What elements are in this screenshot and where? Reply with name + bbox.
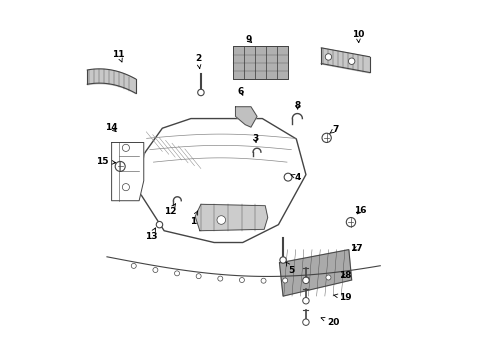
Polygon shape <box>136 118 305 243</box>
Text: 16: 16 <box>354 206 366 215</box>
Circle shape <box>304 277 309 282</box>
Text: 18: 18 <box>338 271 351 280</box>
Polygon shape <box>111 143 143 201</box>
Text: 4: 4 <box>290 173 300 182</box>
Bar <box>233 46 288 79</box>
Text: 2: 2 <box>195 54 201 69</box>
Text: 6: 6 <box>237 87 244 96</box>
Circle shape <box>131 264 136 269</box>
Text: 20: 20 <box>321 318 339 327</box>
Bar <box>244 46 255 79</box>
Circle shape <box>217 216 225 224</box>
Circle shape <box>239 278 244 283</box>
Polygon shape <box>279 249 351 296</box>
Circle shape <box>174 271 179 276</box>
Text: 9: 9 <box>245 36 251 45</box>
Circle shape <box>217 276 223 281</box>
Circle shape <box>346 217 355 227</box>
Circle shape <box>196 274 201 279</box>
Circle shape <box>122 184 129 191</box>
Circle shape <box>325 54 331 60</box>
Text: 11: 11 <box>112 50 125 62</box>
Bar <box>266 46 277 79</box>
Bar <box>255 46 266 79</box>
Text: 3: 3 <box>252 134 258 143</box>
Text: 1: 1 <box>189 211 197 226</box>
Circle shape <box>153 267 158 273</box>
Circle shape <box>322 133 331 143</box>
Text: 19: 19 <box>333 293 351 302</box>
Bar <box>277 46 288 79</box>
Text: 12: 12 <box>163 204 176 216</box>
Circle shape <box>156 221 163 228</box>
Circle shape <box>115 161 125 171</box>
Polygon shape <box>235 107 257 127</box>
Circle shape <box>302 297 308 304</box>
Circle shape <box>284 173 291 181</box>
Text: 5: 5 <box>285 262 294 275</box>
Text: 14: 14 <box>105 123 118 132</box>
Polygon shape <box>195 204 267 231</box>
Circle shape <box>348 58 354 64</box>
Bar <box>233 46 244 79</box>
Text: 13: 13 <box>144 228 157 241</box>
Text: 17: 17 <box>349 244 362 253</box>
Circle shape <box>197 89 203 96</box>
Circle shape <box>302 319 308 325</box>
Text: 15: 15 <box>96 157 116 166</box>
Circle shape <box>302 277 308 284</box>
Circle shape <box>279 257 285 263</box>
Text: 7: 7 <box>329 125 338 134</box>
Circle shape <box>261 278 265 283</box>
Circle shape <box>325 275 330 280</box>
Circle shape <box>282 278 287 283</box>
Circle shape <box>122 144 129 152</box>
Text: 10: 10 <box>351 30 364 42</box>
Text: 8: 8 <box>294 101 300 110</box>
